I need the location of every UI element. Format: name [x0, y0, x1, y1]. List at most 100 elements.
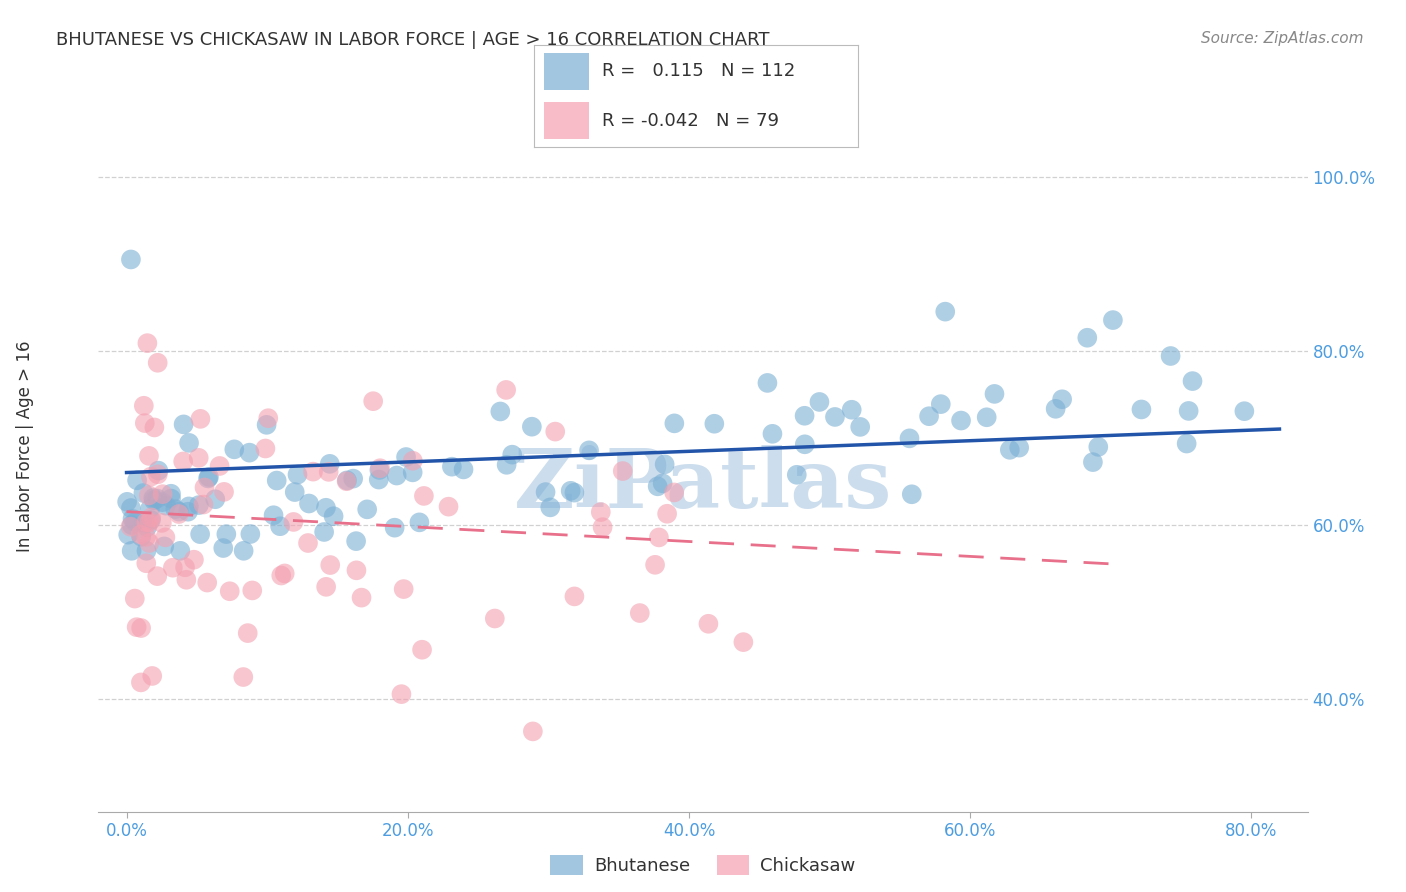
Point: [647, 479, 669, 493]
Point: [141, 669, 163, 683]
Point: [142, 491, 165, 505]
Point: [139, 502, 162, 516]
Point: [142, 493, 165, 508]
Point: [132, 516, 155, 530]
Point: [654, 458, 676, 472]
Point: [263, 508, 285, 523]
Point: [998, 442, 1021, 457]
Point: [273, 566, 295, 581]
Point: [612, 464, 634, 478]
Point: [195, 575, 218, 590]
Point: [1050, 392, 1073, 407]
Text: In Labor Force | Age > 16: In Labor Force | Age > 16: [17, 340, 34, 552]
Text: ZiPatlas: ZiPatlas: [513, 445, 893, 524]
Point: [176, 573, 198, 587]
Point: [167, 507, 190, 521]
Point: [786, 467, 808, 482]
Point: [153, 540, 176, 554]
Point: [408, 516, 430, 530]
Point: [1177, 404, 1199, 418]
Point: [283, 515, 305, 529]
Point: [236, 626, 259, 640]
Point: [146, 491, 169, 506]
Point: [124, 591, 146, 606]
Point: [193, 498, 215, 512]
Point: [413, 489, 436, 503]
Point: [501, 448, 523, 462]
Point: [173, 417, 195, 432]
Point: [368, 463, 391, 477]
Point: [648, 530, 671, 544]
Point: [232, 670, 254, 684]
Point: [256, 417, 278, 432]
Point: [346, 563, 368, 577]
Point: [132, 486, 155, 500]
Point: [578, 443, 600, 458]
Bar: [544, 53, 589, 90]
Point: [440, 459, 463, 474]
Point: [662, 485, 685, 500]
Point: [287, 467, 309, 482]
Point: [146, 356, 169, 370]
Point: [117, 527, 139, 541]
Point: [169, 544, 191, 558]
Point: [138, 449, 160, 463]
Point: [193, 481, 215, 495]
Point: [1081, 455, 1104, 469]
Point: [152, 495, 174, 509]
Point: [495, 458, 517, 472]
Point: [437, 500, 460, 514]
Point: [129, 530, 152, 544]
Point: [335, 474, 357, 488]
Point: [733, 635, 755, 649]
Point: [318, 465, 340, 479]
Point: [808, 395, 831, 409]
Point: [319, 457, 342, 471]
Point: [929, 397, 952, 411]
Point: [135, 530, 157, 544]
Point: [167, 505, 190, 519]
Point: [177, 505, 200, 519]
Point: [125, 620, 148, 634]
Point: [391, 687, 413, 701]
Point: [356, 502, 378, 516]
Point: [522, 724, 544, 739]
Point: [187, 450, 209, 465]
Point: [1233, 404, 1256, 418]
Point: [254, 442, 277, 456]
Point: [121, 518, 143, 533]
Point: [1160, 349, 1182, 363]
Point: [703, 417, 725, 431]
Point: [218, 584, 240, 599]
Point: [138, 516, 160, 530]
Point: [322, 509, 344, 524]
Point: [361, 394, 384, 409]
Point: [1076, 331, 1098, 345]
Point: [177, 500, 200, 514]
Point: [155, 499, 177, 513]
Point: [761, 426, 783, 441]
Point: [284, 485, 307, 500]
Point: [212, 484, 235, 499]
Point: [520, 419, 543, 434]
Point: [115, 495, 138, 509]
Point: [160, 487, 183, 501]
Point: [174, 560, 197, 574]
Point: [120, 519, 142, 533]
Point: [453, 462, 475, 476]
Point: [135, 556, 157, 570]
Point: [187, 498, 209, 512]
Point: [150, 516, 173, 530]
Point: [197, 471, 219, 485]
Point: [664, 417, 686, 431]
Point: [589, 505, 612, 519]
Point: [898, 431, 921, 445]
Point: [124, 515, 146, 529]
Text: R = -0.042   N = 79: R = -0.042 N = 79: [602, 112, 779, 129]
Point: [204, 492, 226, 507]
Point: [342, 472, 364, 486]
Point: [143, 420, 166, 434]
Point: [983, 387, 1005, 401]
Point: [1130, 402, 1153, 417]
Point: [139, 513, 162, 527]
